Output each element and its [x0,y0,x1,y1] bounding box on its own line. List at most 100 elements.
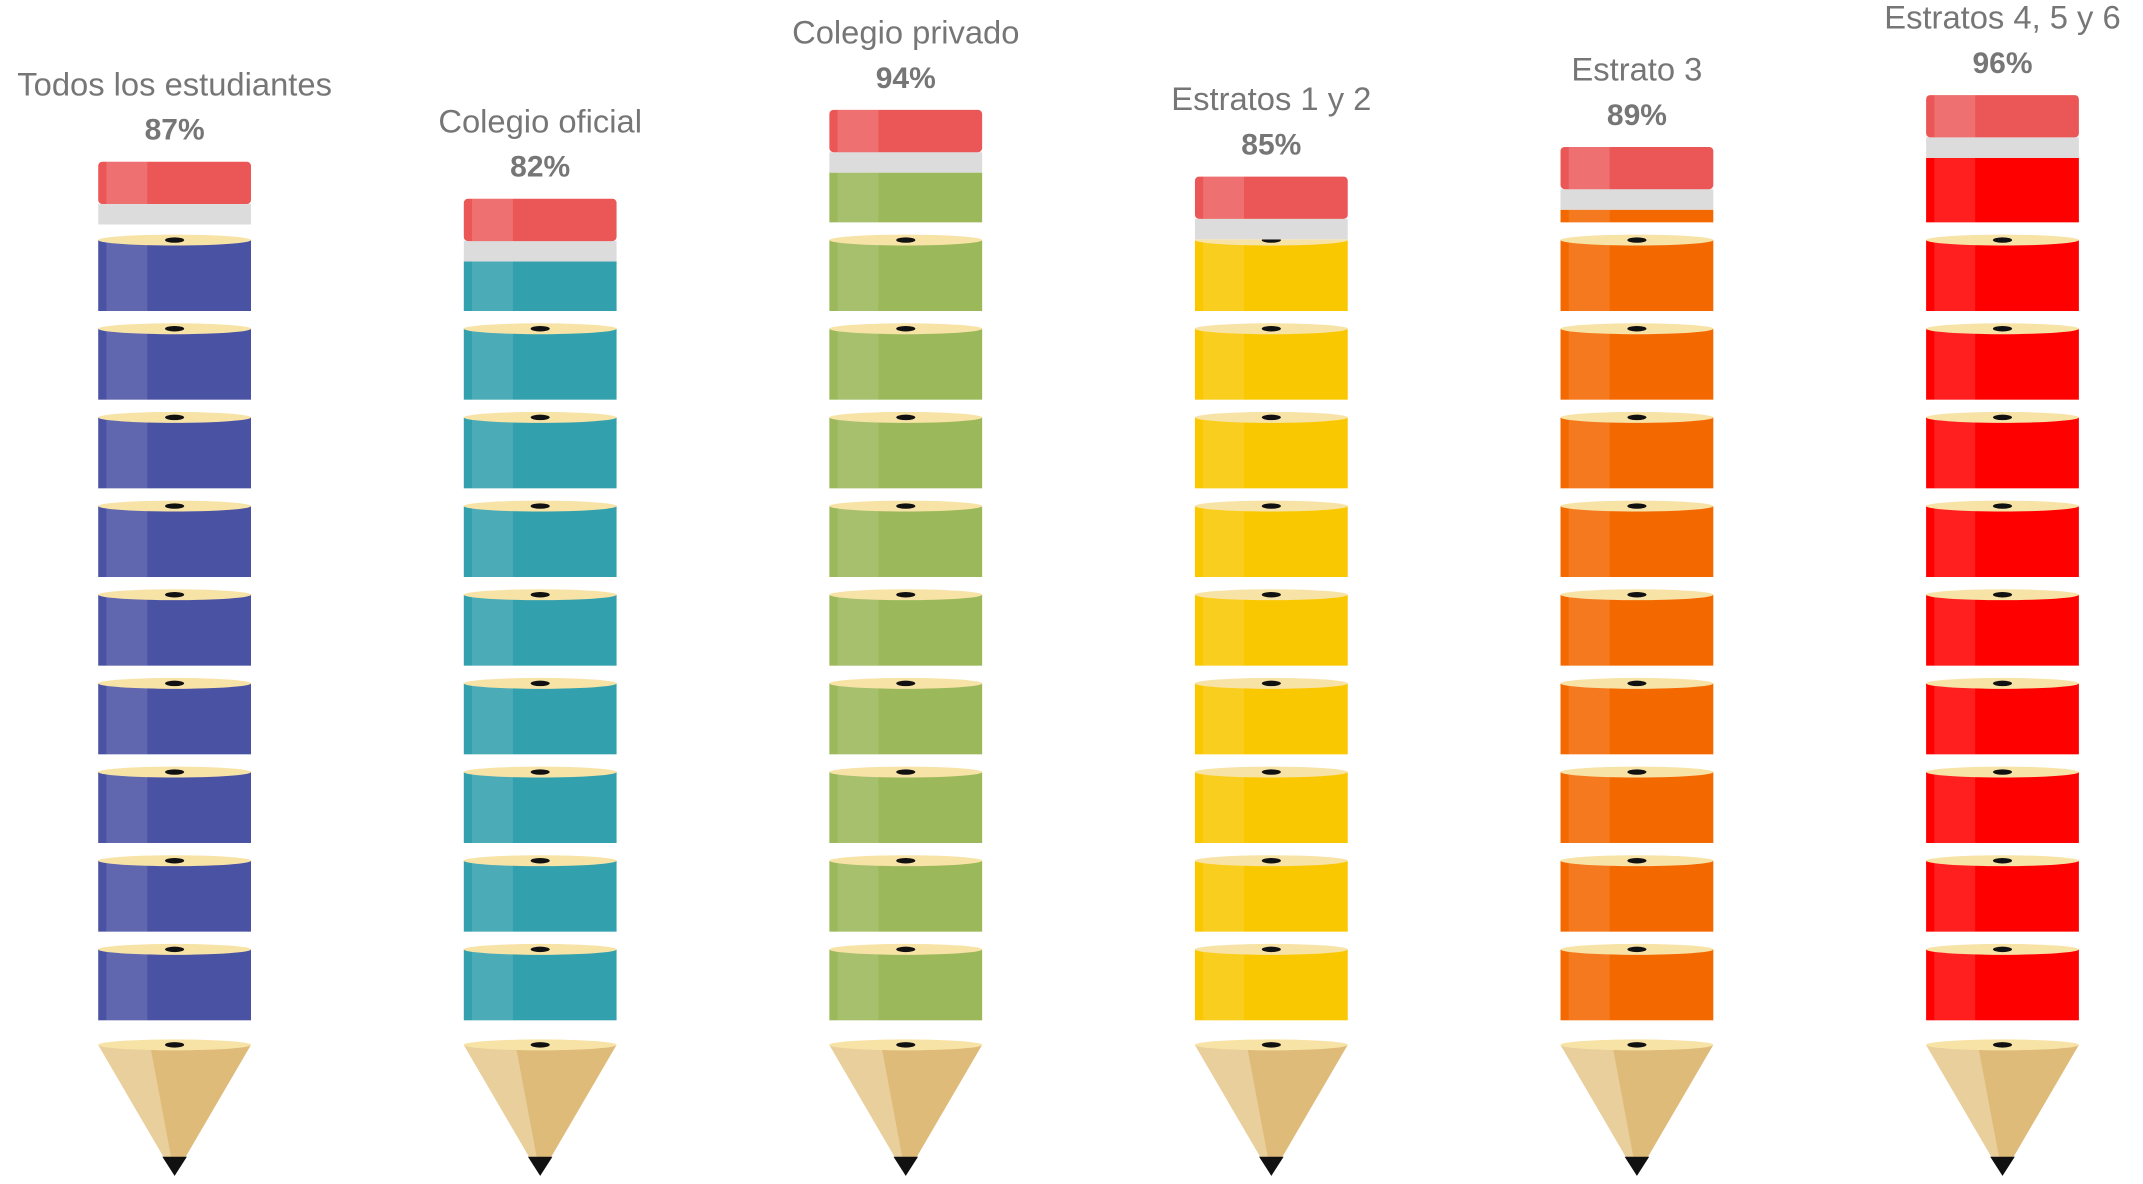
disc-core [896,503,916,509]
disc [829,949,983,1021]
disc-shine [1934,328,1976,400]
disc-shine [1568,209,1610,223]
disc [98,417,251,489]
disc-shine [106,506,148,577]
disc-core [896,237,916,243]
discs [98,234,251,1021]
disc-shine [837,172,879,223]
disc [1194,506,1348,577]
ferrule [1560,189,1714,210]
disc-shine [1203,328,1245,400]
disc [1194,240,1348,312]
disc-core [530,414,550,421]
disc-shine [837,328,879,400]
disc [1926,417,2079,489]
disc-shine [1568,594,1610,666]
disc [463,506,617,577]
disc-core [1992,769,2013,775]
discs [1560,209,1714,1021]
category-label: Estrato 3 [1571,51,1702,88]
discs [1926,157,2079,1021]
eraser [1194,176,1348,219]
disc-core [1627,857,1647,864]
disc-core [165,680,185,687]
disc-shine [1203,860,1245,932]
disc-core [1992,946,2013,953]
disc-shine [106,417,148,489]
disc-shine [471,261,513,312]
disc-shine [1203,506,1245,577]
disc-core [896,326,916,332]
eraser [463,198,617,242]
eraser [1926,95,2079,138]
disc-core [1627,503,1647,509]
disc [463,860,617,932]
disc [463,261,617,312]
disc [829,172,983,223]
pencil [98,161,251,1176]
disc-core [1627,237,1647,243]
disc-shine [1934,157,1976,223]
value-label: 87% [145,114,205,147]
pencil-lead [1990,1156,2015,1176]
eraser-shine [1203,176,1245,219]
disc-shine [1203,772,1245,843]
disc [98,860,251,932]
disc [829,860,983,932]
disc [463,949,617,1021]
disc-core [530,503,550,509]
ferrule [98,204,251,225]
disc-core [1627,414,1647,421]
disc [829,417,983,489]
disc-core [1627,680,1647,687]
disc [1560,860,1714,932]
disc-core [530,592,550,598]
pencil [1926,95,2079,1176]
disc-shine [106,594,148,666]
disc [1926,772,2079,843]
disc [1560,772,1714,843]
category-label: Colegio oficial [438,102,642,139]
disc [98,683,251,755]
pencil-lead [162,1156,187,1176]
category-label: Colegio privado [792,14,1019,51]
disc-core [1261,680,1281,687]
disc-core [896,857,916,864]
value-label: 82% [510,151,570,184]
disc-core [1992,326,2013,332]
disc-core [1261,414,1281,421]
disc-shine [1934,860,1976,932]
disc [1194,594,1348,666]
disc-core [1992,680,2013,687]
disc-core [1992,857,2013,864]
disc-core [1992,503,2013,509]
disc-shine [837,772,879,843]
disc [829,772,983,843]
disc [1926,328,2079,400]
pencil-lead [1624,1156,1650,1176]
disc [1560,240,1714,312]
disc-shine [837,240,879,312]
pencil [463,198,617,1176]
disc-shine [1568,772,1610,843]
disc [1926,506,2079,577]
disc-shine [106,328,148,400]
disc-shine [1568,328,1610,400]
disc [829,683,983,755]
disc-shine [1934,772,1976,843]
disc [1194,860,1348,932]
disc-core [165,237,185,243]
disc-shine [471,594,513,666]
disc-core [165,857,185,864]
disc-core [1992,592,2013,598]
disc-shine [837,417,879,489]
disc [1560,328,1714,400]
disc-shine [1934,594,1976,666]
disc-core [530,769,550,775]
disc-shine [1203,240,1245,312]
pencil-lead [893,1156,919,1176]
disc-core [165,414,185,421]
disc [98,240,251,312]
value-label: 85% [1241,128,1301,161]
